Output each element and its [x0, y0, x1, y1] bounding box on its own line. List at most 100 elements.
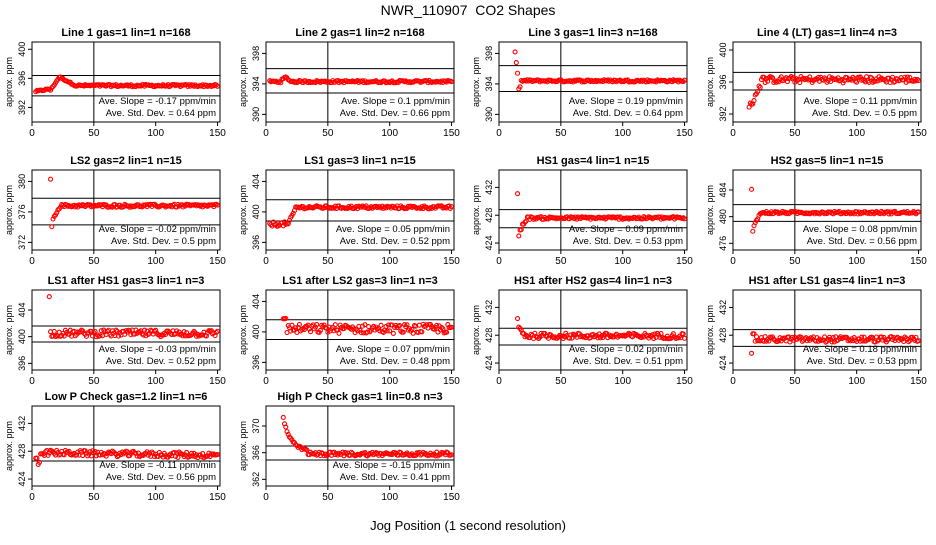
x-tick-label: 50 [88, 256, 100, 267]
x-tick-label: 100 [848, 256, 865, 267]
panel-title: HS1 after LS1 gas=4 lin=1 n=3 [749, 275, 906, 287]
x-tick-label: 0 [29, 128, 35, 139]
data-point [559, 333, 565, 339]
panel-title: LS1 after HS1 gas=3 lin=1 n=3 [48, 275, 205, 287]
y-axis-label: approx. ppm [705, 57, 715, 107]
data-point [763, 76, 769, 82]
data-point [600, 334, 606, 341]
data-point [444, 329, 450, 335]
data-point [307, 329, 314, 335]
x-tick-label: 50 [322, 492, 334, 503]
x-tick-label: 0 [730, 376, 736, 387]
x-tick-label: 0 [730, 256, 736, 267]
x-tick-label: 50 [555, 256, 567, 267]
y-tick-label: 380 [17, 174, 27, 189]
y-tick-label: 476 [718, 236, 728, 251]
panel-title: High P Check gas=1 lin=0.8 n=3 [277, 391, 442, 403]
x-tick-label: 100 [614, 256, 631, 267]
data-point [124, 449, 130, 455]
data-point [336, 330, 342, 336]
y-tick-label: 400 [251, 324, 261, 339]
data-point [755, 88, 761, 94]
data-point [134, 330, 140, 336]
x-tick-label: 50 [789, 256, 801, 267]
data-point [214, 328, 221, 334]
y-tick-label: 424 [17, 472, 27, 487]
slope-annotation: Ave. Slope = -0.17 ppm/min [99, 96, 216, 107]
plot-frame [265, 169, 455, 251]
data-point [901, 338, 907, 345]
y-tick-label: 376 [17, 204, 27, 219]
data-point [189, 450, 195, 456]
std-annotation: Ave. Std. Dev. = 0.51 ppm [573, 356, 683, 367]
data-point [80, 453, 86, 459]
panel-title: Line 3 gas=1 lin=3 n=168 [528, 27, 657, 39]
panel-title: HS1 after HS2 gas=4 lin=1 n=3 [514, 275, 672, 287]
y-tick-label: 400 [718, 42, 728, 57]
x-tick-label: 100 [614, 376, 631, 387]
std-annotation: Ave. Std. Dev. = 0.56 ppm [106, 472, 216, 483]
panel-title: LS1 after LS2 gas=3 lin=1 n=3 [282, 275, 438, 287]
x-tick-label: 0 [496, 256, 502, 267]
panel-title: LS2 gas=2 lin=1 n=15 [70, 155, 182, 167]
data-point [332, 322, 338, 328]
data-point [761, 338, 767, 344]
plot-frame [732, 169, 922, 251]
y-axis-label: approx. ppm [471, 305, 481, 355]
data-point [293, 325, 299, 331]
data-point [524, 333, 530, 339]
panel-title: Low P Check gas=1.2 lin=1 n=6 [45, 391, 208, 403]
data-point [304, 447, 310, 453]
data-point [512, 49, 518, 55]
data-point [439, 325, 445, 331]
data-point [830, 335, 836, 341]
data-point [342, 450, 348, 456]
data-point [205, 453, 211, 459]
x-tick-label: 50 [789, 128, 801, 139]
data-point [868, 75, 875, 81]
data-point [398, 328, 404, 334]
plot-frame [498, 41, 688, 123]
y-tick-label: 396 [718, 74, 728, 89]
data-point [770, 334, 776, 340]
data-point [166, 452, 172, 458]
data-point [103, 453, 109, 459]
x-tick-label: 50 [555, 128, 567, 139]
y-axis-label: approx. ppm [471, 57, 481, 107]
x-tick-label: 50 [555, 376, 567, 387]
slope-annotation: Ave. Slope = 0.02 ppm/min [569, 344, 683, 355]
plot-frame [31, 405, 221, 487]
y-tick-label: 404 [251, 294, 261, 309]
x-tick-label: 0 [730, 128, 736, 139]
x-tick-label: 150 [209, 128, 226, 139]
y-tick-label: 428 [484, 208, 494, 223]
plot-frame [31, 169, 221, 251]
slope-annotation: Ave. Slope = -0.03 ppm/min [99, 344, 216, 355]
data-point [791, 75, 797, 81]
data-point [516, 324, 522, 330]
y-axis-label: approx. ppm [4, 185, 14, 235]
x-tick-label: 150 [443, 256, 460, 267]
data-point [384, 328, 390, 334]
panel: LS1 after LS2 gas=3 lin=1 n=3 approx. ppm… [238, 275, 460, 387]
data-point [46, 294, 52, 300]
data-point [865, 78, 871, 84]
data-point [872, 78, 878, 84]
y-tick-label: 394 [251, 76, 261, 91]
data-point [518, 227, 524, 233]
std-annotation: Ave. Std. Dev. = 0.53 ppm [807, 356, 917, 367]
data-point [338, 324, 344, 331]
panel-title: Line 4 (LT) gas=1 lin=4 n=3 [757, 27, 897, 39]
std-annotation: Ave. Std. Dev. = 0.53 ppm [573, 236, 683, 247]
x-tick-label: 100 [381, 256, 398, 267]
std-annotation: Ave. Std. Dev. = 0.52 ppm [340, 236, 450, 247]
data-point [36, 459, 42, 465]
data-point [448, 452, 455, 458]
y-tick-label: 398 [251, 46, 261, 61]
x-tick-label: 100 [147, 376, 164, 387]
std-annotation: Ave. Std. Dev. = 0.41 ppm [340, 472, 450, 483]
data-point [448, 204, 455, 210]
